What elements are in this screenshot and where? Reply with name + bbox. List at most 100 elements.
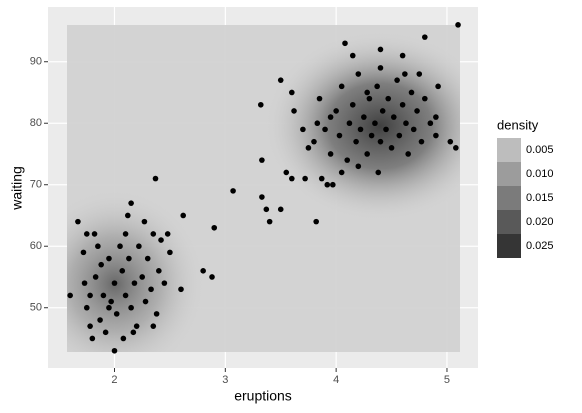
point [111, 347, 118, 354]
point [98, 261, 104, 268]
legend-label: 0.020 [526, 216, 554, 228]
point [81, 280, 88, 286]
point [266, 218, 273, 225]
x-tick-label: 3 [222, 374, 228, 386]
point [111, 280, 118, 286]
point [327, 114, 334, 120]
point [128, 200, 134, 206]
point [257, 101, 264, 108]
point [313, 218, 319, 225]
point [377, 65, 384, 71]
point [117, 243, 123, 250]
legend: 0.005 0.010 0.015 0.020 0.025 [497, 138, 554, 258]
point [277, 77, 284, 83]
legend-key [497, 186, 521, 210]
point [150, 323, 157, 329]
point [130, 329, 137, 336]
point [311, 138, 317, 145]
point [346, 120, 353, 127]
point [156, 268, 162, 274]
point [455, 22, 461, 28]
point [122, 292, 129, 299]
point [152, 175, 159, 182]
point [211, 224, 218, 231]
point [342, 40, 348, 47]
legend-key [497, 210, 521, 234]
point [433, 132, 439, 139]
point [435, 83, 441, 90]
x-tick-label: 2 [111, 374, 117, 386]
point [100, 292, 107, 299]
legend-key [497, 162, 521, 186]
point [357, 126, 364, 133]
point [322, 126, 328, 133]
point [379, 108, 386, 114]
point [349, 52, 356, 59]
legend-label: 0.010 [526, 168, 554, 180]
point [164, 231, 171, 237]
legend-key [497, 234, 521, 258]
point [418, 138, 425, 145]
legend-label: 0.025 [526, 240, 554, 252]
point [209, 274, 215, 280]
legend-key [497, 138, 521, 162]
point [377, 46, 384, 53]
point [180, 212, 187, 219]
point [403, 120, 409, 127]
point [113, 311, 120, 317]
point [136, 243, 142, 250]
point [200, 268, 206, 274]
point [80, 249, 87, 256]
point [330, 181, 336, 188]
point [316, 95, 323, 102]
point [427, 120, 434, 127]
point [355, 71, 362, 77]
point [453, 145, 459, 151]
point [402, 71, 408, 77]
point [383, 126, 389, 133]
point [259, 194, 265, 200]
point [300, 126, 306, 133]
point [91, 231, 98, 237]
point [377, 138, 384, 145]
point [144, 255, 151, 262]
point [92, 274, 99, 280]
legend-label: 0.005 [526, 144, 554, 156]
point [399, 101, 406, 108]
point [89, 335, 96, 342]
point [230, 188, 236, 194]
point [124, 212, 131, 219]
point [106, 255, 112, 262]
point [277, 206, 284, 213]
point [161, 280, 168, 286]
x-axis-title: eruptions [234, 388, 292, 404]
point [368, 132, 375, 139]
point [385, 95, 392, 102]
point [122, 231, 129, 237]
point [153, 311, 160, 317]
point [75, 218, 81, 225]
points [67, 22, 461, 354]
point [366, 95, 373, 102]
legend-label: 0.015 [526, 192, 554, 204]
point [394, 77, 400, 83]
point [141, 218, 148, 225]
y-tick-label: 90 [30, 56, 42, 68]
y-axis-title: waiting [9, 166, 25, 211]
point [318, 175, 325, 182]
point [305, 145, 312, 151]
point [364, 151, 370, 157]
point [388, 145, 395, 151]
point [372, 120, 378, 127]
y-tick-label: 60 [30, 240, 42, 252]
point [139, 274, 146, 280]
y-tick-label: 80 [30, 117, 42, 129]
point [158, 237, 164, 243]
point [289, 89, 295, 96]
point [314, 120, 321, 127]
point [416, 71, 423, 77]
point [95, 243, 101, 250]
point [148, 286, 154, 293]
legend-title: density [497, 117, 539, 132]
y-tick-label: 50 [30, 302, 42, 314]
